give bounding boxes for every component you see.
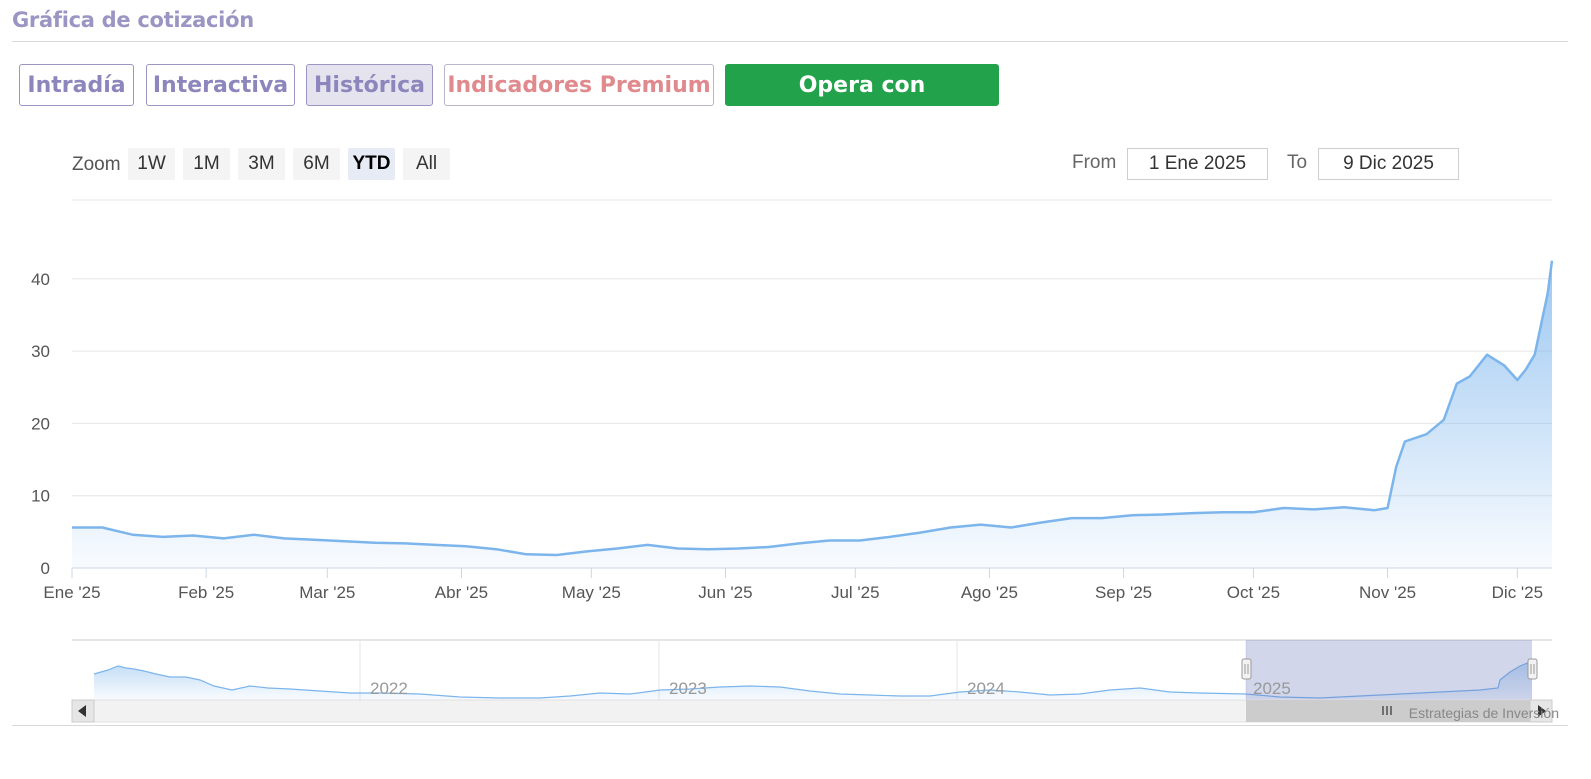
x-tick-label: Jul '25 — [831, 583, 880, 602]
arrow-right-icon — [1538, 705, 1546, 717]
x-tick-label: Ene '25 — [43, 583, 100, 602]
x-tick-label: Sep '25 — [1095, 583, 1152, 602]
y-tick-label: 0 — [41, 559, 50, 578]
price-line — [72, 260, 1554, 557]
zoom-label: Zoom — [72, 154, 121, 175]
x-tick-label: Jun '25 — [698, 583, 752, 602]
y-tick-label: 30 — [31, 342, 50, 361]
tab-indicadores-premium[interactable]: Indicadores Premium — [444, 64, 714, 106]
arrow-left-icon — [78, 705, 86, 717]
y-tick-label: 10 — [31, 487, 50, 506]
title-divider — [12, 41, 1568, 42]
to-label: To — [1287, 152, 1308, 173]
zoom-3m-button[interactable]: 3M — [238, 148, 285, 180]
x-tick-label: Dic '25 — [1492, 583, 1543, 602]
from-date-input[interactable]: 1 Ene 2025 — [1127, 148, 1268, 180]
navigator-year-2025: 2025 — [1253, 679, 1291, 698]
from-label: From — [1072, 152, 1117, 173]
to-date-input[interactable]: 9 Dic 2025 — [1318, 148, 1459, 180]
zoom-6m-button[interactable]: 6M — [293, 148, 340, 180]
opera-freedom24-button[interactable]: Opera con Freedom24 — [725, 64, 999, 140]
navigator-left-handle[interactable] — [1241, 658, 1252, 680]
x-tick-label: Ago '25 — [961, 583, 1018, 602]
chart-credit: Estrategias de Inversión — [1408, 705, 1559, 721]
bottom-divider — [12, 725, 1568, 726]
tab-interactiva[interactable]: Interactiva — [146, 64, 295, 106]
x-tick-label: Mar '25 — [299, 583, 355, 602]
price-area — [72, 260, 1552, 568]
navigator-year-2022: 2022 — [370, 679, 408, 698]
tab-intradia[interactable]: Intradía — [19, 64, 134, 106]
zoom-1w-button[interactable]: 1W — [128, 148, 175, 180]
x-tick-label: Oct '25 — [1227, 583, 1280, 602]
x-tick-label: Nov '25 — [1359, 583, 1416, 602]
navigator-year-2024: 2024 — [967, 679, 1005, 698]
y-tick-label: 20 — [31, 414, 50, 433]
navigator-year-2023: 2023 — [669, 679, 707, 698]
scrollbar[interactable] — [71, 699, 1553, 723]
tab-historica[interactable]: Histórica — [306, 64, 433, 106]
section-title: Gráfica de cotización — [12, 8, 254, 32]
zoom-all-button[interactable]: All — [403, 148, 450, 180]
x-tick-label: Abr '25 — [435, 583, 488, 602]
y-tick-label: 40 — [31, 270, 50, 289]
x-tick-label: Feb '25 — [178, 583, 234, 602]
scrollbar-thumb[interactable] — [1246, 700, 1532, 722]
navigator[interactable]: 2022 2023 2024 2025 — [72, 639, 1552, 700]
x-tick-label: May '25 — [562, 583, 621, 602]
zoom-1m-button[interactable]: 1M — [183, 148, 230, 180]
navigator-right-handle[interactable] — [1527, 658, 1538, 680]
zoom-ytd-button[interactable]: YTD — [348, 148, 395, 180]
navigator-selection[interactable] — [1246, 640, 1532, 700]
